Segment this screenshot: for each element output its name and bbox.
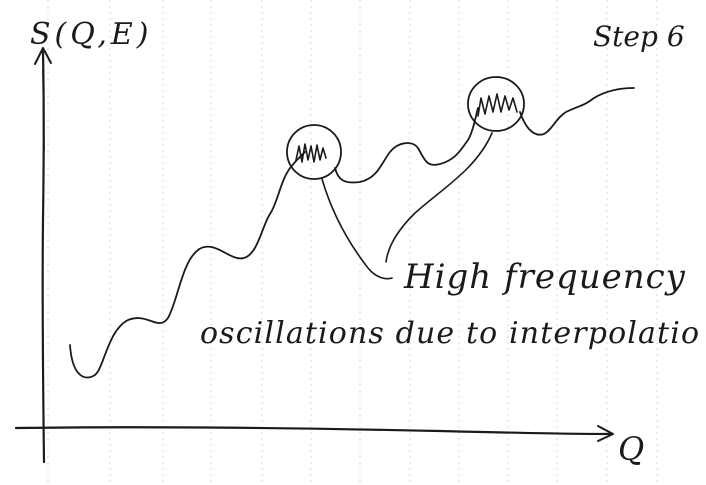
pointer-line-1 (321, 178, 393, 280)
oscillation-squiggle-1 (295, 143, 327, 163)
x-axis-arrowhead (597, 425, 614, 442)
y-axis-label: S(Q,E) (30, 17, 153, 52)
pointer-line-2 (385, 132, 493, 263)
step-label: Step 6 (593, 20, 685, 53)
x-axis (14, 426, 612, 436)
spectrum-curve (69, 87, 635, 379)
y-axis-tick (42, 69, 45, 151)
y-axis-arrowhead (34, 47, 52, 65)
annotation-line-2: oscillations due to interpolatio (200, 316, 700, 351)
annotation-line-1: High frequency (403, 257, 686, 297)
highlight-circle-1 (286, 124, 342, 180)
highlight-circle-2 (467, 76, 525, 132)
x-axis-label: Q (618, 430, 644, 468)
paper-grid (47, 0, 658, 485)
oscillation-squiggle-2 (477, 93, 518, 117)
